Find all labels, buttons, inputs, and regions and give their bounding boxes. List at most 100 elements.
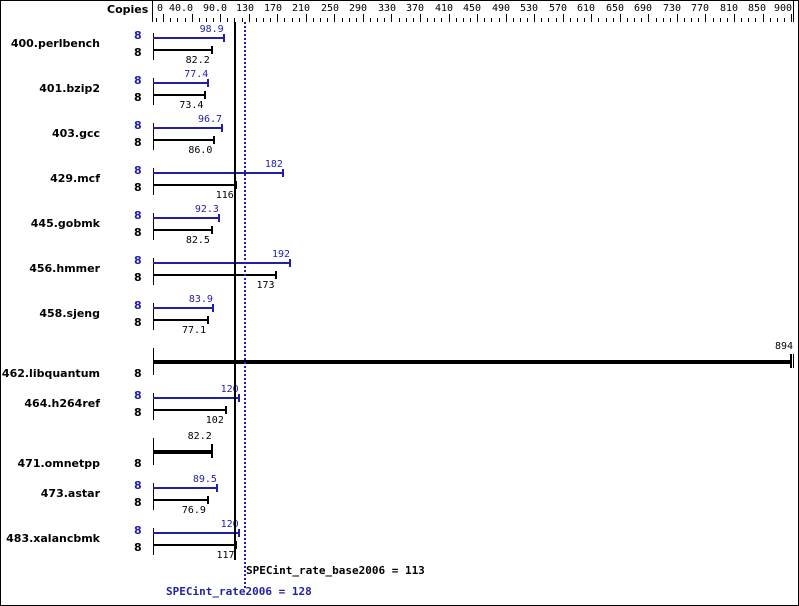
x-tick-label: 570: [549, 3, 568, 14]
base-copies: 8: [134, 91, 142, 104]
peak-bar-cap: [207, 79, 210, 87]
x-tick-mark: [784, 18, 785, 22]
x-tick-mark: [684, 18, 685, 22]
base-bar: [153, 450, 212, 454]
x-tick-mark: [192, 14, 193, 22]
base-value-label: 76.9: [181, 505, 206, 516]
base-value-label: 82.5: [185, 235, 210, 246]
x-tick-mark: [449, 14, 450, 22]
peak-bar: [153, 262, 290, 264]
x-tick-mark: [277, 14, 278, 22]
x-tick-mark: [456, 18, 457, 22]
x-tick-mark: [755, 18, 756, 22]
x-tick-mark: [420, 14, 421, 22]
x-tick-mark: [491, 18, 492, 22]
x-tick-mark: [763, 14, 764, 22]
x-tick-mark: [506, 14, 507, 22]
base-copies: 8: [134, 226, 142, 239]
x-tick-label: 210: [292, 3, 311, 14]
benchmark-label: 403.gcc: [51, 127, 100, 140]
x-tick-label: 250: [321, 3, 340, 14]
peak-value-label: 77.4: [184, 69, 209, 80]
peak-bar-cap: [217, 214, 220, 222]
base-copies: 8: [134, 46, 142, 59]
x-tick-mark: [313, 18, 314, 22]
peak-value-label: 120: [220, 519, 239, 530]
x-tick-mark: [627, 18, 628, 22]
x-tick-mark: [399, 18, 400, 22]
peak-bar-cap: [215, 484, 218, 492]
x-tick-mark: [791, 14, 792, 22]
x-tick-label: 290: [349, 3, 368, 14]
x-tick-label: 690: [634, 3, 653, 14]
base-copies: 8: [134, 271, 142, 284]
peak-copies: 8: [134, 254, 142, 267]
base-bar: [153, 184, 236, 186]
x-tick-label: 810: [720, 3, 739, 14]
peak-value-label: 89.5: [192, 474, 217, 485]
x-tick-mark: [727, 18, 728, 22]
row-bracket: [153, 393, 154, 420]
x-tick-mark: [220, 14, 221, 22]
base-copies: 8: [134, 367, 142, 380]
x-tick-mark: [199, 18, 200, 22]
peak-copies: 8: [134, 389, 142, 402]
x-tick-mark: [705, 14, 706, 22]
x-tick-mark: [777, 18, 778, 22]
peak-value-label: 96.7: [198, 114, 223, 125]
x-tick-mark: [563, 14, 564, 22]
x-tick-mark: [641, 18, 642, 22]
base-bar-cap-2: [792, 354, 794, 368]
base-value-label: 102: [205, 415, 224, 426]
x-tick-mark: [591, 14, 592, 22]
peak-bar: [153, 217, 219, 219]
x-tick-mark: [434, 18, 435, 22]
base-copies: 8: [134, 541, 142, 554]
x-tick-label: 330: [378, 3, 397, 14]
base-value-label: 117: [216, 550, 235, 561]
peak-value-label: 92.3: [194, 204, 219, 215]
row-bracket: [153, 33, 154, 60]
peak-copies: 8: [134, 299, 142, 312]
x-tick-mark: [156, 18, 157, 22]
peak-bar: [153, 127, 222, 129]
base-bar-cap: [210, 444, 213, 458]
peak-bar-cap: [211, 304, 214, 312]
peak-copies: 8: [134, 119, 142, 132]
x-tick-mark: [234, 18, 235, 22]
x-tick-mark: [406, 18, 407, 22]
peak-value-label: 83.9: [188, 294, 213, 305]
x-tick-label: 0: [157, 3, 164, 14]
base-summary-label: SPECint_rate_base2006 = 113: [246, 564, 425, 577]
peak-copies: 8: [134, 74, 142, 87]
peak-bar-cap: [237, 529, 240, 537]
peak-value-label: 120: [220, 384, 239, 395]
base-bar: [153, 499, 208, 501]
base-value-label: 116: [215, 190, 234, 201]
peak-bar: [153, 307, 213, 309]
base-value-label: 73.4: [179, 100, 204, 111]
x-tick-mark: [663, 18, 664, 22]
x-tick-mark: [227, 18, 228, 22]
row-bracket: [153, 303, 154, 330]
x-tick-mark: [427, 18, 428, 22]
peak-copies: 8: [134, 164, 142, 177]
x-tick-mark: [384, 18, 385, 22]
x-tick-mark: [413, 18, 414, 22]
x-tick-label: 170: [264, 3, 283, 14]
base-bar-cap: [206, 496, 209, 504]
x-tick-mark: [163, 14, 164, 22]
base-bar-cap: [204, 91, 207, 99]
x-tick-mark: [541, 18, 542, 22]
x-tick-mark: [327, 18, 328, 22]
peak-bar: [153, 397, 239, 399]
x-tick-label: 850: [748, 3, 767, 14]
x-tick-mark: [342, 18, 343, 22]
x-tick-mark: [242, 18, 243, 22]
x-tick-mark: [713, 18, 714, 22]
x-tick-mark: [363, 14, 364, 22]
x-tick-mark: [606, 18, 607, 22]
peak-copies: 8: [134, 524, 142, 537]
axis-right-border: [793, 0, 794, 22]
peak-value-label: 192: [272, 249, 291, 260]
